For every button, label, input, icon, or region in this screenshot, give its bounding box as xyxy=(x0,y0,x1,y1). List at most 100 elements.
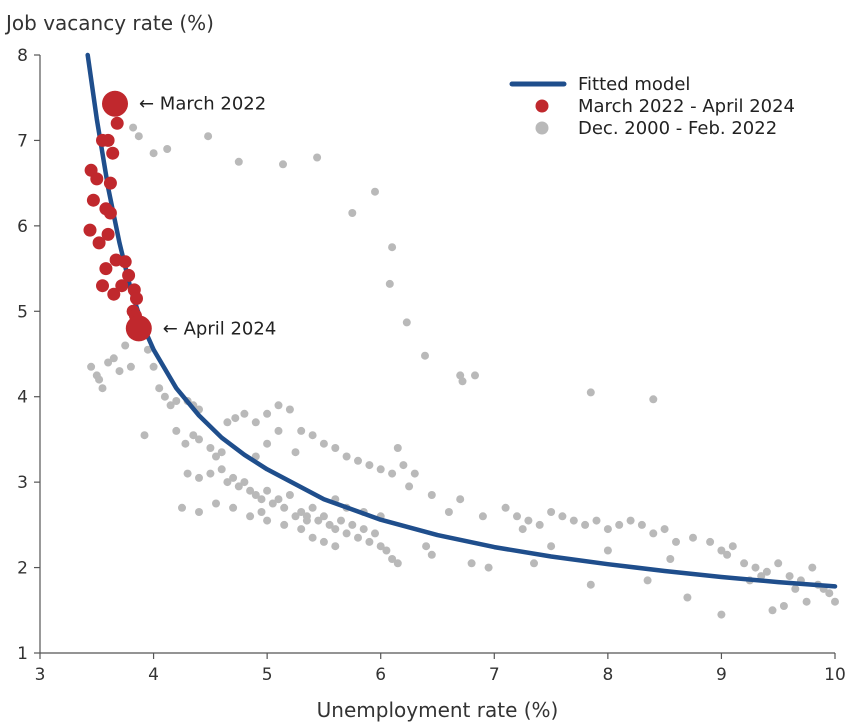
gray-point xyxy=(717,546,726,555)
gray-point xyxy=(530,559,538,568)
gray-point xyxy=(291,512,300,521)
gray-point xyxy=(251,491,260,499)
gray-point xyxy=(666,555,675,563)
gray-point xyxy=(484,563,493,572)
gray-point xyxy=(212,499,220,508)
red-point xyxy=(115,279,129,293)
series-dec2000-feb2022 xyxy=(87,123,839,619)
gray-point xyxy=(728,542,737,551)
gray-point xyxy=(109,354,118,363)
gray-point xyxy=(234,482,243,491)
gray-point xyxy=(121,341,130,350)
gray-point xyxy=(388,555,397,563)
gray-point xyxy=(195,435,203,444)
gray-point xyxy=(348,520,357,529)
gray-point xyxy=(206,469,215,478)
gray-point xyxy=(779,602,788,610)
gray-point xyxy=(195,508,203,516)
gray-point xyxy=(723,550,732,559)
red-point xyxy=(103,176,117,190)
gray-point xyxy=(586,388,595,397)
gray-point xyxy=(212,452,220,461)
gray-point xyxy=(586,580,595,589)
gray-point xyxy=(603,525,612,534)
gray-point xyxy=(223,478,232,487)
gray-point xyxy=(313,153,322,162)
gray-point xyxy=(166,401,175,410)
gray-point xyxy=(689,533,697,542)
gray-point xyxy=(348,209,357,217)
red-point xyxy=(96,279,109,293)
gray-point xyxy=(376,465,385,474)
legend-label: Dec. 2000 - Feb. 2022 xyxy=(578,118,777,139)
gray-point xyxy=(160,392,169,401)
x-tick-label: 4 xyxy=(148,665,159,685)
gray-point xyxy=(603,546,612,555)
axes: 3 4 5 6 7 8 9 10 1 2 3 4 5 6 7 8 xyxy=(17,46,846,685)
gray-point xyxy=(740,559,749,568)
gray-point xyxy=(251,418,260,427)
gray-point xyxy=(331,525,340,534)
gray-point xyxy=(524,516,533,525)
gray-point xyxy=(308,533,317,542)
gray-point xyxy=(189,431,198,440)
gray-point xyxy=(547,508,556,516)
gray-point xyxy=(181,439,190,448)
gray-point xyxy=(183,469,192,478)
series-march2022-april2024 xyxy=(83,90,152,342)
gray-point xyxy=(354,533,362,542)
gray-point xyxy=(626,516,635,525)
gray-point xyxy=(337,516,345,525)
gray-point xyxy=(195,473,203,482)
gray-point xyxy=(385,279,394,288)
gray-point xyxy=(206,444,215,452)
gray-point xyxy=(308,431,317,440)
gray-point xyxy=(393,444,402,452)
x-tick-label: 3 xyxy=(35,665,46,685)
legend-swatch-dot xyxy=(535,99,549,113)
gray-point xyxy=(155,384,164,393)
gray-point xyxy=(308,503,317,512)
gray-point xyxy=(297,525,306,534)
red-point xyxy=(92,236,106,250)
gray-point xyxy=(393,559,402,568)
red-point xyxy=(83,223,97,237)
gray-point xyxy=(365,461,374,470)
gray-point xyxy=(365,537,374,546)
gray-point xyxy=(831,597,839,606)
gray-point xyxy=(405,482,414,491)
gray-point xyxy=(263,439,272,448)
gray-point xyxy=(98,384,107,393)
y-tick-label: 1 xyxy=(17,644,28,664)
gray-point xyxy=(672,537,680,546)
gray-point xyxy=(297,426,306,435)
gray-point xyxy=(825,589,834,598)
gray-point xyxy=(422,542,431,551)
gray-point xyxy=(513,512,521,521)
gray-point xyxy=(382,546,391,555)
gray-point xyxy=(319,512,328,521)
x-tick-label: 5 xyxy=(262,665,273,685)
gray-point xyxy=(163,145,172,153)
y-tick-label: 7 xyxy=(17,131,28,151)
gray-point xyxy=(717,610,726,619)
gray-point xyxy=(683,593,692,602)
gray-point xyxy=(427,550,436,559)
gray-point xyxy=(297,508,306,516)
gray-point xyxy=(302,516,311,525)
x-tick-label: 6 xyxy=(375,665,386,685)
legend-label: March 2022 - April 2024 xyxy=(578,96,795,117)
gray-point xyxy=(263,516,272,525)
gray-point xyxy=(217,465,226,474)
gray-point xyxy=(263,409,272,418)
gray-point xyxy=(547,542,556,551)
gray-point xyxy=(421,351,429,360)
gray-point xyxy=(467,559,476,568)
y-tick-label: 4 xyxy=(17,388,28,408)
gray-point xyxy=(274,401,283,410)
gray-point xyxy=(285,405,294,414)
red-point xyxy=(101,227,115,241)
red-highlight-point xyxy=(102,90,128,117)
red-point xyxy=(106,146,120,160)
